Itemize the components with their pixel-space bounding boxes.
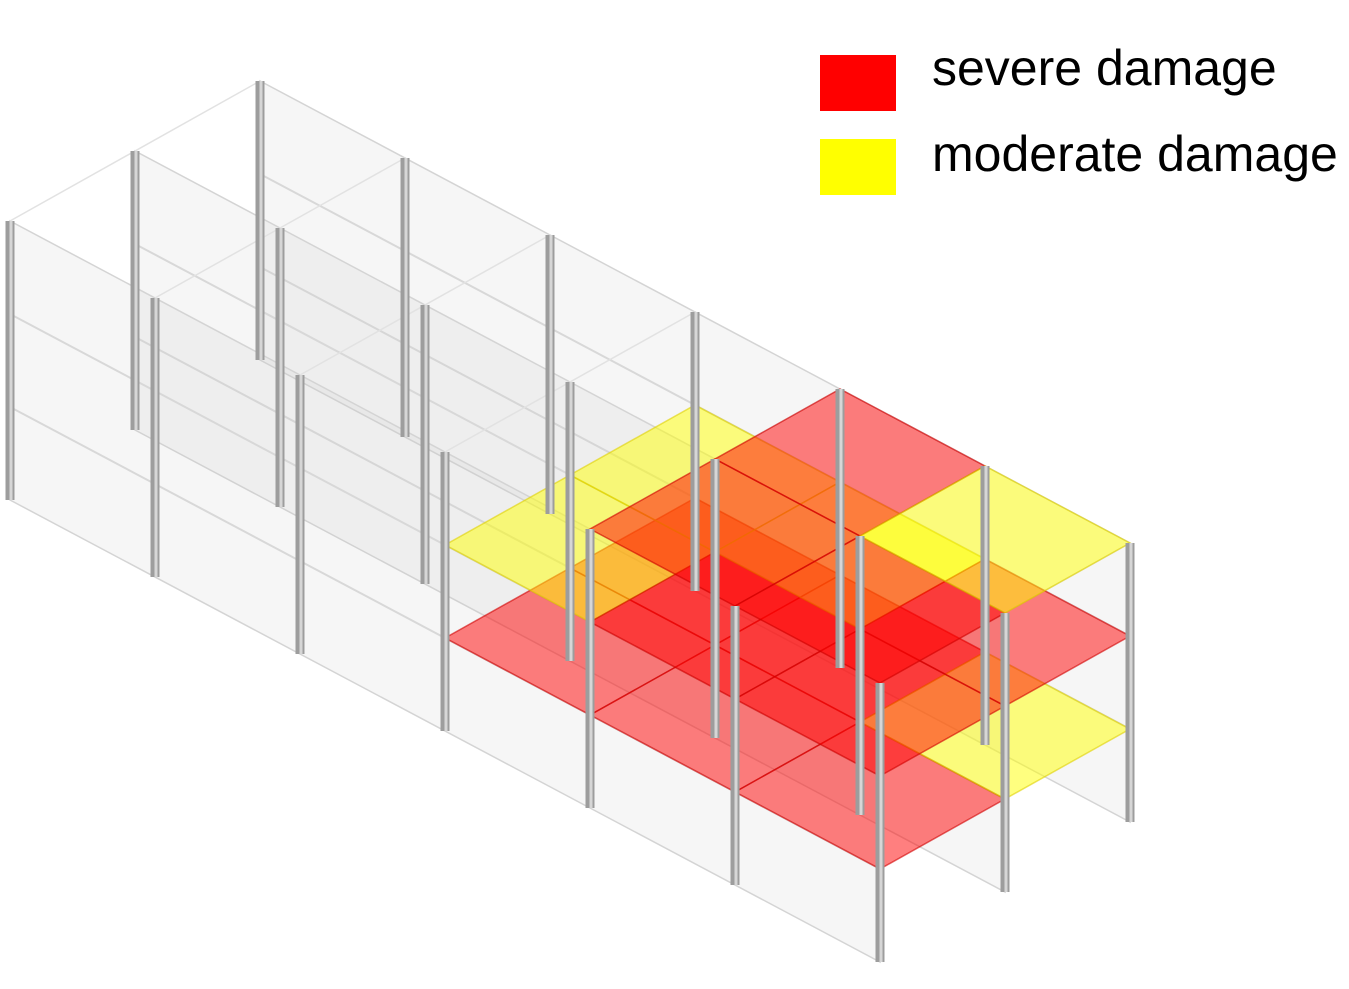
legend-label: moderate damage xyxy=(932,126,1338,182)
legend: severe damage moderate damage xyxy=(820,40,1338,195)
columns xyxy=(5,81,1135,962)
legend-swatch xyxy=(820,139,896,195)
damage-slabs xyxy=(443,388,1132,870)
legend-swatch xyxy=(820,55,896,111)
legend-label: severe damage xyxy=(932,40,1277,96)
